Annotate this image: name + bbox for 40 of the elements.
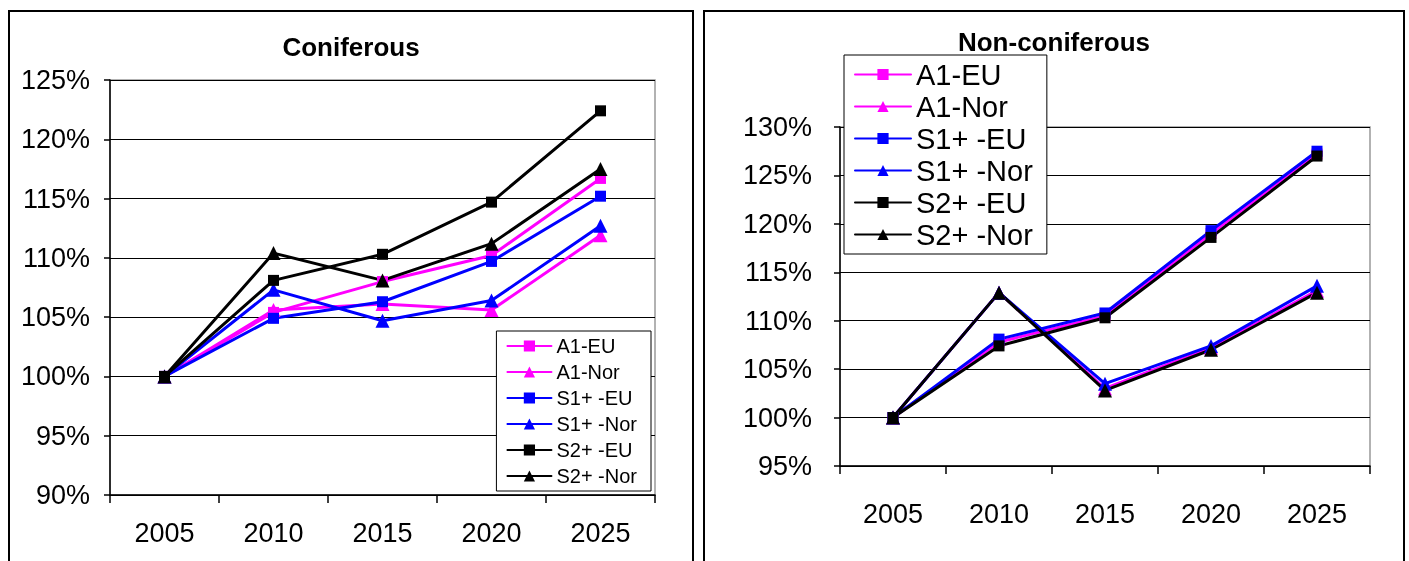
x-tick-label: 2005 — [134, 517, 195, 548]
y-tick-label: 120% — [742, 208, 812, 239]
chart-title: Non-coniferous — [957, 27, 1151, 57]
y-tick-label: 130% — [742, 112, 812, 142]
y-tick-label: 95% — [35, 420, 90, 451]
x-tick-label: 2010 — [968, 498, 1030, 529]
legend-label: S2+ -EU — [556, 439, 633, 461]
y-tick-label: 115% — [744, 257, 812, 288]
x-tick-label: 2010 — [243, 517, 304, 548]
x-tick-label: 2005 — [862, 498, 924, 529]
legend-label: S1+ -Nor — [916, 154, 1034, 187]
legend-label: A1-Nor — [916, 90, 1009, 123]
y-tick-label: 110% — [744, 305, 812, 336]
x-tick-label: 2025 — [1286, 498, 1348, 529]
y-tick-label: 120% — [20, 124, 90, 155]
x-tick-label: 2020 — [461, 517, 522, 548]
legend-label: S1+ -Nor — [556, 413, 638, 435]
legend-label: S2+ -Nor — [556, 465, 638, 487]
legend-label: A1-EU — [556, 335, 616, 357]
y-tick-label: 110% — [22, 242, 90, 273]
y-tick-label: 125% — [742, 160, 812, 191]
y-tick-label: 115% — [22, 183, 90, 214]
y-tick-label: 95% — [757, 451, 812, 481]
y-tick-label: 100% — [20, 361, 90, 392]
x-tick-label: 2025 — [570, 517, 631, 548]
legend-label: S1+ -EU — [916, 122, 1027, 155]
y-tick-label: 100% — [742, 402, 812, 433]
x-tick-label: 2020 — [1180, 498, 1242, 529]
legend-label: A1-EU — [916, 58, 1002, 91]
legend-label: A1-Nor — [556, 361, 621, 383]
x-tick-label: 2015 — [1074, 498, 1136, 529]
y-tick-label: 105% — [742, 354, 812, 385]
y-tick-label: 105% — [20, 302, 90, 333]
legend-label: S2+ -Nor — [916, 218, 1034, 251]
legend-label: S2+ -EU — [916, 186, 1027, 219]
legend-label: S1+ -EU — [556, 387, 633, 409]
chart-title: Coniferous — [282, 32, 420, 62]
y-tick-label: 125% — [20, 65, 90, 95]
y-tick-label: 90% — [35, 480, 90, 510]
x-tick-label: 2015 — [352, 517, 413, 548]
